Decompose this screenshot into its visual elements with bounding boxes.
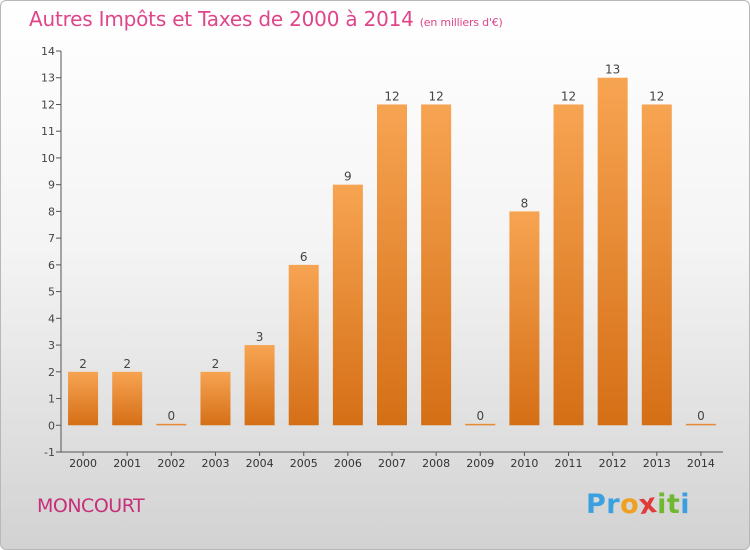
data-label-2005: 6 (300, 250, 308, 264)
data-label-2009: 0 (476, 409, 484, 423)
y-tick-label: 1 (48, 393, 55, 406)
y-tick-label: 6 (48, 259, 55, 272)
proxiti-logo[interactable]: Proxiti (586, 487, 691, 522)
data-label-2006: 9 (344, 170, 352, 184)
y-tick-label: 7 (48, 232, 55, 245)
y-tick-label: 13 (41, 72, 55, 85)
y-tick-label: 4 (48, 312, 55, 325)
y-tick-label: 9 (48, 179, 55, 192)
logo-letter: o (620, 489, 640, 520)
bar-2012 (597, 77, 628, 426)
data-label-2003: 2 (212, 357, 220, 371)
bar-2009 (465, 423, 496, 426)
x-tick-label-2002: 2002 (157, 457, 185, 470)
y-tick-label: 10 (41, 152, 55, 165)
chart-title: Autres Impôts et Taxes de 2000 à 2014 (en… (29, 7, 503, 31)
commune-name: MONCOURT (37, 495, 145, 517)
unit-note: (en milliers d'€) (419, 16, 503, 29)
bar-2006 (332, 184, 363, 426)
logo-letter: i (657, 489, 667, 520)
x-tick-label-2007: 2007 (378, 457, 406, 470)
x-tick-label-2005: 2005 (290, 457, 318, 470)
x-tick-label-2014: 2014 (687, 457, 715, 470)
bar-2011 (553, 104, 584, 426)
y-tick-label: 2 (48, 366, 55, 379)
bar-2001 (112, 371, 143, 426)
x-tick-label-2011: 2011 (555, 457, 583, 470)
y-tick-label: 11 (41, 125, 55, 138)
data-label-2000: 2 (79, 357, 87, 371)
bar-2014 (685, 423, 716, 426)
logo-letter: t (666, 489, 681, 520)
y-tick-label: 12 (41, 98, 55, 111)
bar-2013 (641, 104, 672, 426)
data-label-2013: 12 (649, 89, 664, 103)
y-tick-label: 5 (48, 286, 55, 299)
logo-letter: P (586, 489, 607, 520)
data-label-2002: 0 (168, 409, 176, 423)
bar-2000 (68, 371, 99, 426)
y-tick-label: 3 (48, 339, 55, 352)
data-label-2014: 0 (697, 409, 705, 423)
data-label-2004: 3 (256, 330, 264, 344)
x-tick-label-2013: 2013 (643, 457, 671, 470)
bar-2003 (200, 371, 231, 426)
labels: 2 2000 2 2001 0 2002 2 2003 3 2004 6 2005 9 2006 12 200… (69, 63, 715, 470)
x-tick-label-2003: 2003 (201, 457, 229, 470)
bar-2007 (377, 104, 407, 426)
logo-letter: i (680, 489, 691, 520)
data-label-2010: 8 (521, 196, 529, 210)
x-tick-label-2001: 2001 (113, 457, 141, 470)
data-label-2012: 13 (605, 63, 620, 77)
x-tick-label-2008: 2008 (422, 457, 450, 470)
data-label-2008: 12 (428, 89, 443, 103)
y-tick-label: 0 (48, 419, 55, 432)
x-tick-label-2004: 2004 (246, 457, 274, 470)
x-tick-label-2006: 2006 (334, 457, 362, 470)
data-label-2007: 12 (384, 89, 399, 103)
x-tick-label-2010: 2010 (510, 457, 538, 470)
logo-letter: x (637, 487, 660, 522)
y-tick-label: 8 (48, 205, 55, 218)
bar-2002 (156, 423, 187, 426)
data-label-2001: 2 (123, 357, 131, 371)
data-label-2011: 12 (561, 89, 576, 103)
bar-2010 (509, 211, 540, 426)
title-text: Autres Impôts et Taxes de 2000 à 2014 (29, 7, 414, 31)
bar-2004 (244, 345, 275, 426)
y-tick-label: -1 (44, 446, 55, 459)
bars (68, 77, 716, 426)
y-tick-label: 14 (41, 45, 55, 58)
x-tick-label-2000: 2000 (69, 457, 97, 470)
x-tick-label-2012: 2012 (599, 457, 627, 470)
logo-letter: r (606, 489, 621, 520)
bar-2005 (288, 264, 319, 426)
x-tick-label-2009: 2009 (466, 457, 494, 470)
bar-2008 (421, 104, 452, 426)
